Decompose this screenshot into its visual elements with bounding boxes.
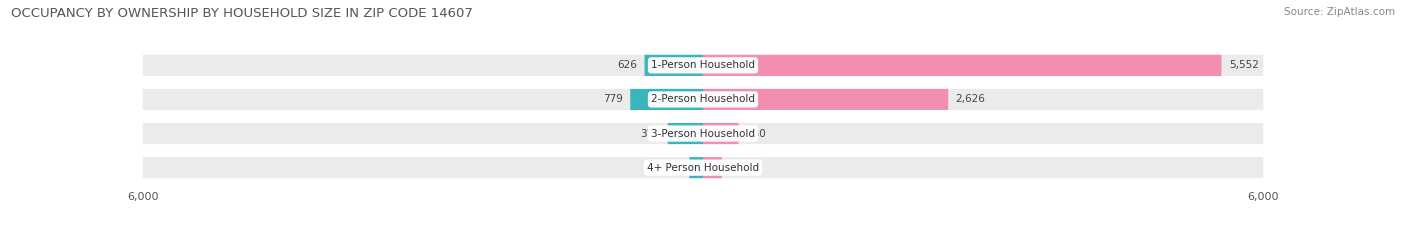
Text: 5,552: 5,552 xyxy=(1229,60,1258,70)
FancyBboxPatch shape xyxy=(689,157,703,178)
Text: 779: 779 xyxy=(603,94,623,104)
Text: 380: 380 xyxy=(747,129,766,139)
FancyBboxPatch shape xyxy=(703,55,1222,76)
FancyBboxPatch shape xyxy=(644,55,703,76)
FancyBboxPatch shape xyxy=(703,157,721,178)
Text: 626: 626 xyxy=(617,60,637,70)
FancyBboxPatch shape xyxy=(142,89,1264,110)
Text: Source: ZipAtlas.com: Source: ZipAtlas.com xyxy=(1284,7,1395,17)
Text: OCCUPANCY BY OWNERSHIP BY HOUSEHOLD SIZE IN ZIP CODE 14607: OCCUPANCY BY OWNERSHIP BY HOUSEHOLD SIZE… xyxy=(11,7,474,20)
FancyBboxPatch shape xyxy=(703,123,738,144)
Text: 202: 202 xyxy=(730,163,749,173)
Text: 2,626: 2,626 xyxy=(956,94,986,104)
Text: 3-Person Household: 3-Person Household xyxy=(651,129,755,139)
FancyBboxPatch shape xyxy=(142,55,1264,76)
Text: 1-Person Household: 1-Person Household xyxy=(651,60,755,70)
FancyBboxPatch shape xyxy=(142,157,1264,178)
Text: 2-Person Household: 2-Person Household xyxy=(651,94,755,104)
FancyBboxPatch shape xyxy=(630,89,703,110)
Text: 377: 377 xyxy=(641,129,661,139)
Text: 146: 146 xyxy=(662,163,682,173)
Text: 4+ Person Household: 4+ Person Household xyxy=(647,163,759,173)
FancyBboxPatch shape xyxy=(668,123,703,144)
FancyBboxPatch shape xyxy=(703,89,948,110)
FancyBboxPatch shape xyxy=(142,123,1264,144)
